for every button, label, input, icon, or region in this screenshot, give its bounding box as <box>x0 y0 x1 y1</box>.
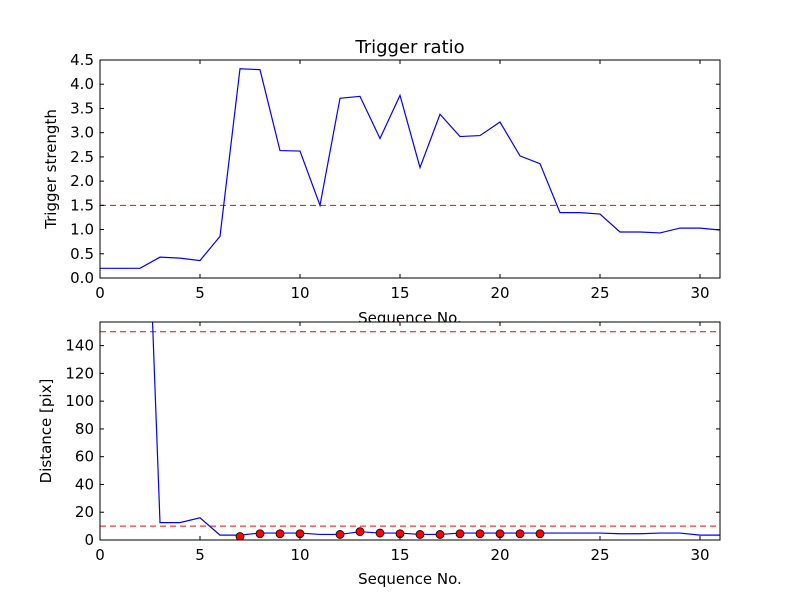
data-point-marker <box>455 529 465 539</box>
x-tick-label: 0 <box>95 546 105 564</box>
data-point-marker <box>255 529 265 539</box>
data-point-marker <box>355 527 365 537</box>
y-tick-label: 0.5 <box>70 245 94 263</box>
data-point-marker <box>515 529 525 539</box>
distance-chart: 0 5 10 15 20 25 30 0 20 40 60 80 100 120 140 Sequence … <box>37 321 721 588</box>
y-tick-label: 1.5 <box>70 196 94 214</box>
y-tick-label: 20 <box>75 503 94 521</box>
plot-frame <box>99 321 721 541</box>
y-tick-label: 1.0 <box>70 221 94 239</box>
x-tick-label: 30 <box>690 546 709 564</box>
x-tick-label: 15 <box>390 284 409 302</box>
plot-area <box>100 60 720 278</box>
x-tick-label: 5 <box>195 284 205 302</box>
x-tick-label: 20 <box>490 284 509 302</box>
data-point-marker <box>475 529 485 539</box>
y-axis-label: Trigger strength <box>42 109 60 230</box>
chart-title: Trigger ratio <box>354 37 464 58</box>
data-point-marker <box>275 529 285 539</box>
x-tick-label: 10 <box>290 284 309 302</box>
x-axis-label: Sequence No. <box>358 570 462 588</box>
y-tick-label: 4.5 <box>70 51 94 69</box>
x-tick-label: 15 <box>390 546 409 564</box>
data-point-marker <box>235 532 245 540</box>
y-tick-label: 4.0 <box>70 75 94 93</box>
y-tick-label: 40 <box>75 475 94 493</box>
y-tick-label: 0.0 <box>70 269 94 287</box>
y-tick-label: 60 <box>75 448 94 466</box>
x-tick-label: 5 <box>195 546 205 564</box>
y-tick-label: 80 <box>75 420 94 438</box>
series-line <box>151 322 720 536</box>
data-point-marker <box>435 530 445 539</box>
x-tick-label: 25 <box>590 546 609 564</box>
y-tick-label: 3.0 <box>70 124 94 142</box>
data-point-marker <box>535 529 545 539</box>
data-point-marker <box>415 530 425 539</box>
plot-frame <box>99 59 721 279</box>
y-tick-label: 2.5 <box>70 148 94 166</box>
y-tick-label: 2.0 <box>70 172 94 190</box>
y-tick-label: 100 <box>65 392 94 410</box>
data-point-marker <box>335 530 345 539</box>
x-tick-label: 25 <box>590 284 609 302</box>
x-tick-label: 0 <box>95 284 105 302</box>
series-line <box>100 68 720 269</box>
y-tick-label: 120 <box>65 364 94 382</box>
y-tick-label: 0 <box>84 531 94 549</box>
y-tick-label: 140 <box>65 337 94 355</box>
plot-area <box>100 322 720 540</box>
trigger-ratio-chart: Trigger ratio 0 5 10 15 20 25 30 0.0 0.5 1.0 1.5 2.… <box>42 37 721 327</box>
y-axis-label: Distance [pix] <box>37 379 55 484</box>
data-point-marker <box>375 528 385 538</box>
x-tick-label: 30 <box>690 284 709 302</box>
x-tick-label: 10 <box>290 546 309 564</box>
x-tick-label: 20 <box>490 546 509 564</box>
y-tick-label: 3.5 <box>70 99 94 117</box>
